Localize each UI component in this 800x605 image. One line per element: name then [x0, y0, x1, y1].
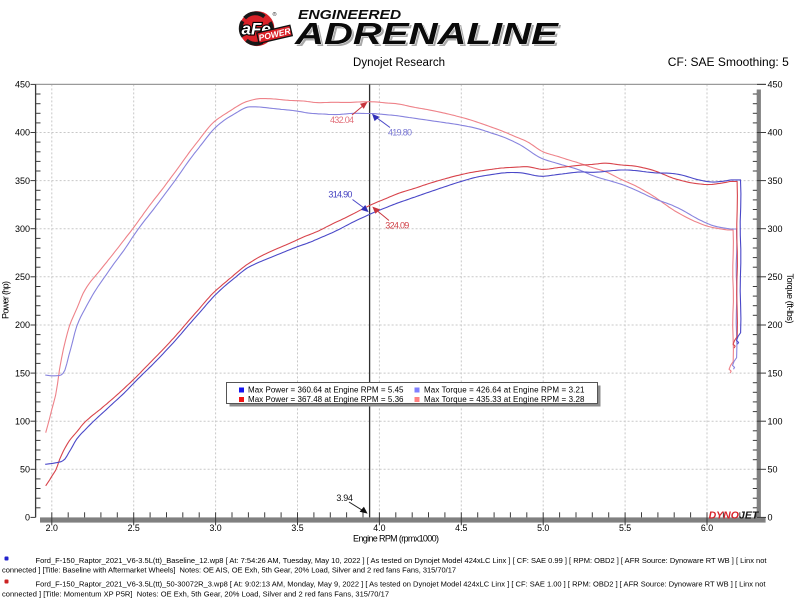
svg-text:300: 300 — [15, 224, 30, 234]
svg-text:50: 50 — [20, 465, 30, 475]
svg-text:50: 50 — [768, 465, 778, 475]
svg-text:CF: SAE Smoothing: 5: CF: SAE Smoothing: 5 — [668, 55, 789, 69]
svg-text:400: 400 — [15, 128, 30, 138]
svg-text:200: 200 — [768, 320, 783, 330]
svg-text:6.0: 6.0 — [701, 523, 713, 533]
svg-text:450: 450 — [15, 80, 30, 90]
svg-text:Dynojet Research: Dynojet Research — [353, 57, 445, 69]
svg-text:300: 300 — [768, 224, 783, 234]
svg-text:Max Torque = 435.33 at Engine: Max Torque = 435.33 at Engine RPM = 3.28 — [424, 395, 585, 404]
svg-text:ENGINEERED: ENGINEERED — [298, 7, 401, 21]
svg-text:350: 350 — [768, 176, 783, 186]
svg-text:Max Torque = 426.64 at Engine: Max Torque = 426.64 at Engine RPM = 3.21 — [424, 385, 585, 394]
svg-text:Engine RPM (rpmx1000): Engine RPM (rpmx1000) — [353, 533, 439, 543]
svg-text:5.0: 5.0 — [537, 523, 549, 533]
svg-text:250: 250 — [15, 272, 30, 282]
svg-text:Ford_F-150_Raptor_2021_V6-3.5L: Ford_F-150_Raptor_2021_V6-3.5L(tt)_Basel… — [36, 556, 768, 565]
svg-text:150: 150 — [15, 368, 30, 378]
svg-text:100: 100 — [15, 416, 30, 426]
svg-text:3.94: 3.94 — [336, 493, 353, 503]
svg-text:®: ® — [273, 11, 277, 18]
svg-text:connected ] [Title: Baseline w: connected ] [Title: Baseline with Afterm… — [2, 565, 456, 574]
svg-text:100: 100 — [768, 416, 783, 426]
svg-text:2.0: 2.0 — [46, 523, 58, 533]
svg-text:419.80: 419.80 — [388, 127, 412, 137]
svg-text:4.5: 4.5 — [455, 523, 467, 533]
svg-text:324.09: 324.09 — [385, 220, 409, 230]
svg-text:ADRENALINE: ADRENALINE — [296, 19, 561, 54]
svg-text:Ford_F-150_Raptor_2021_V6-3.5L: Ford_F-150_Raptor_2021_V6-3.5L(tt)_50-30… — [36, 580, 767, 589]
svg-text:400: 400 — [768, 128, 783, 138]
svg-text:5.5: 5.5 — [619, 523, 631, 533]
svg-text:Max Power = 367.48 at Engine R: Max Power = 367.48 at Engine RPM = 5.36 — [248, 395, 404, 404]
svg-text:JET: JET — [739, 510, 760, 522]
svg-text:150: 150 — [768, 368, 783, 378]
svg-text:ADRENALINE: ADRENALINE — [294, 16, 559, 51]
svg-text:3.5: 3.5 — [291, 523, 303, 533]
svg-text:250: 250 — [768, 272, 783, 282]
svg-text:450: 450 — [768, 80, 783, 90]
svg-text:200: 200 — [15, 320, 30, 330]
svg-text:Power (hp): Power (hp) — [1, 281, 11, 319]
svg-text:connected ] [Title: Momentum X: connected ] [Title: Momentum XP P5R] Not… — [2, 589, 389, 598]
svg-text:Max Power = 360.64 at Engine R: Max Power = 360.64 at Engine RPM = 5.45 — [248, 385, 404, 394]
svg-text:DYNO: DYNO — [709, 510, 739, 522]
svg-text:0: 0 — [768, 513, 773, 523]
svg-text:350: 350 — [15, 176, 30, 186]
svg-text:0: 0 — [25, 513, 30, 523]
svg-text:432.04: 432.04 — [330, 115, 354, 125]
svg-text:314.90: 314.90 — [328, 189, 352, 199]
svg-text:2.5: 2.5 — [128, 523, 140, 533]
svg-text:4.0: 4.0 — [373, 523, 385, 533]
svg-text:Torque (ft-lbs): Torque (ft-lbs) — [785, 274, 795, 324]
svg-text:3.0: 3.0 — [209, 523, 221, 533]
